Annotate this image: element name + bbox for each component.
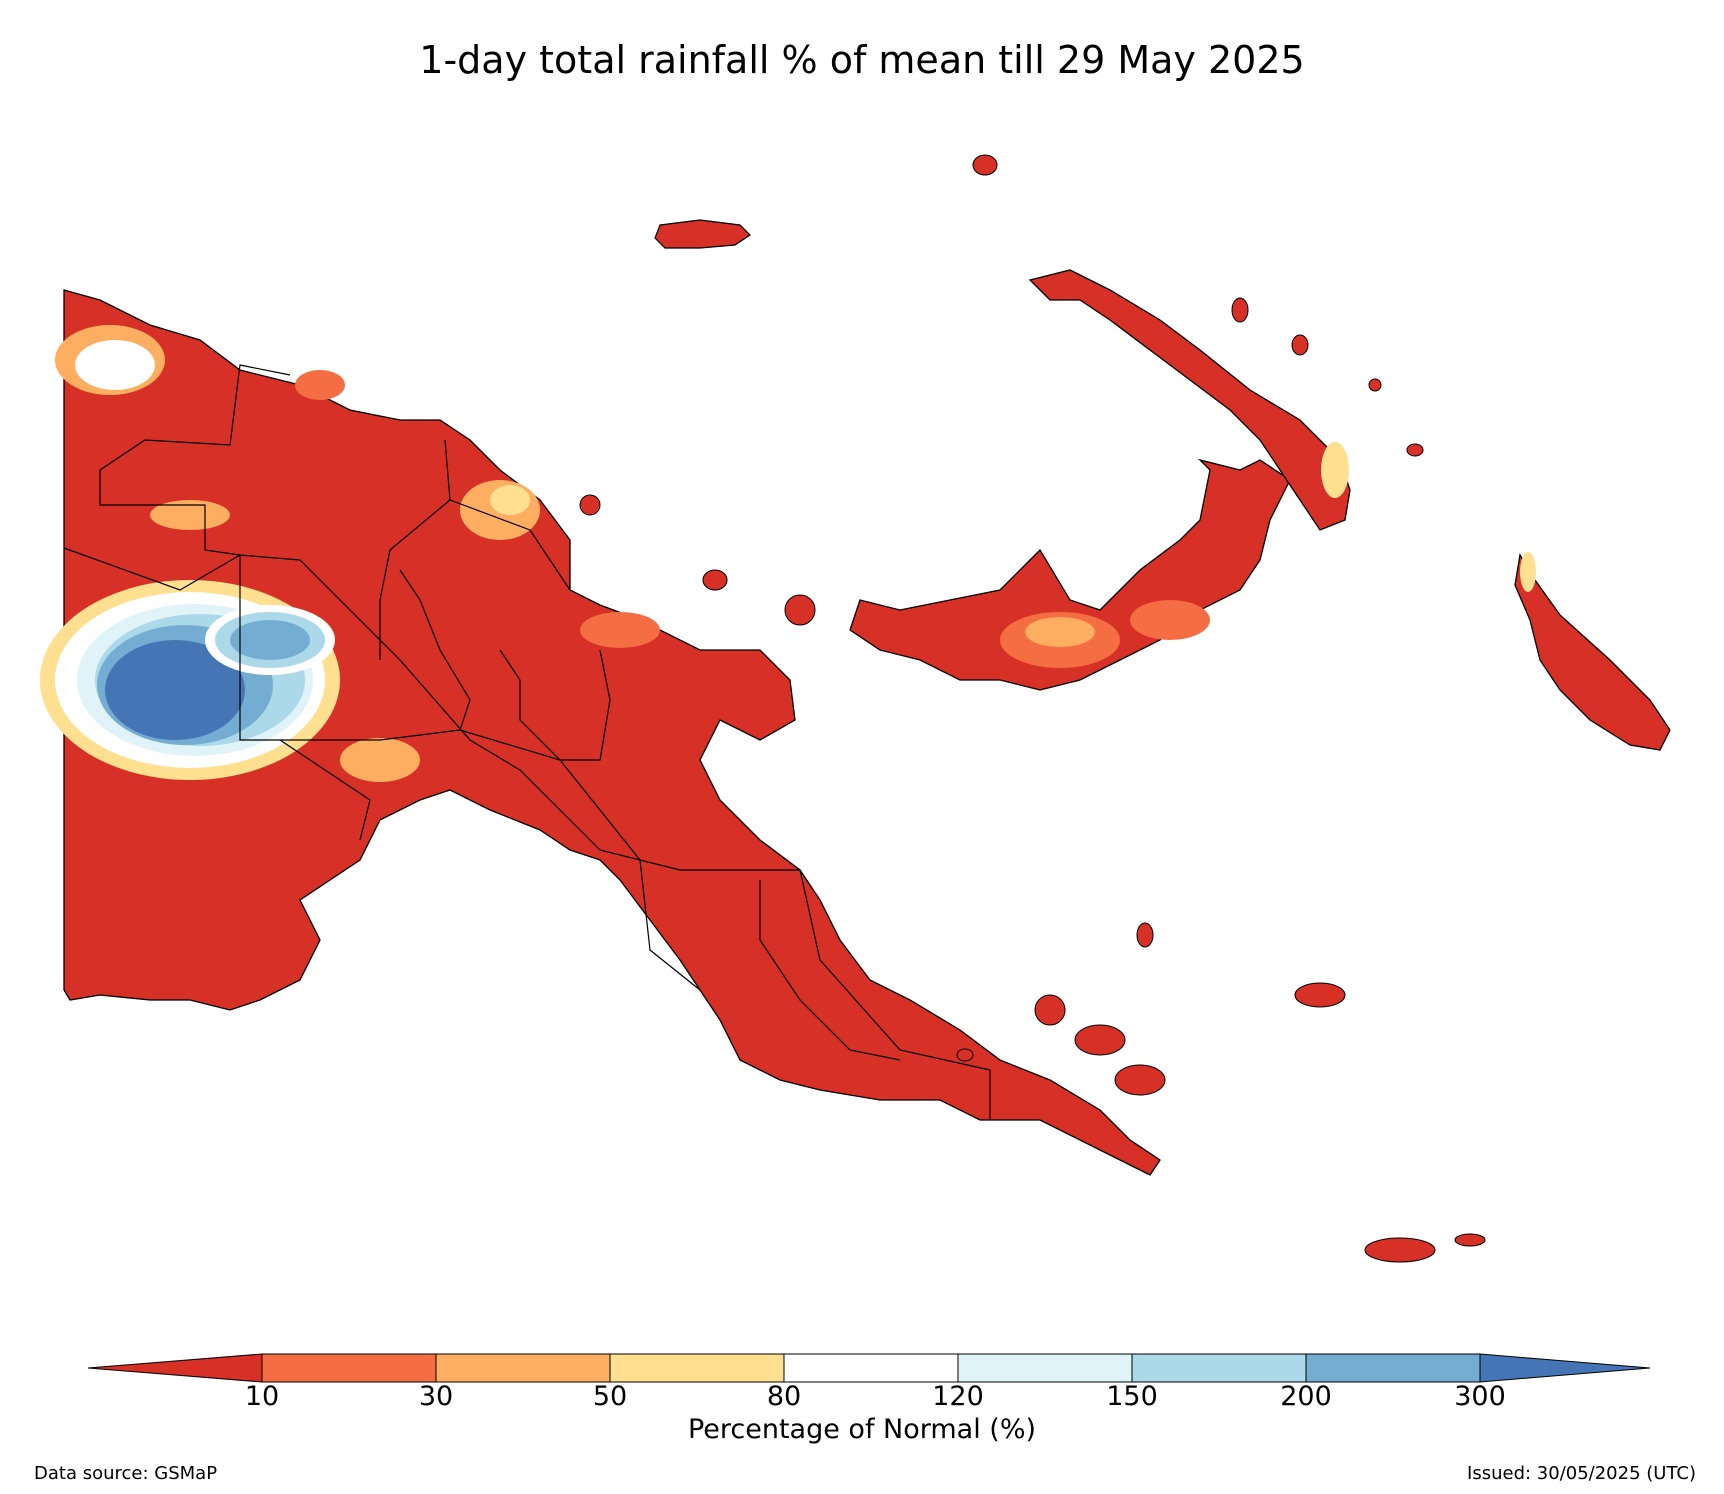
province-boundaries <box>63 364 991 1120</box>
manus-island <box>654 219 751 249</box>
legend-segment <box>435 1353 611 1383</box>
legend-segment <box>609 1353 785 1383</box>
legend-tick: 200 <box>1280 1381 1332 1412</box>
bougainville <box>1514 553 1671 751</box>
legend-segment <box>783 1353 959 1383</box>
new-britain-anomaly <box>1000 600 1210 668</box>
legend-tick: 10 <box>244 1381 280 1412</box>
legend-segment <box>1305 1353 1481 1383</box>
legend-tick: 50 <box>592 1381 628 1412</box>
legend-segment <box>1131 1353 1307 1383</box>
legend-colorbar <box>87 1353 1651 1383</box>
legend-arrow-low <box>87 1353 263 1383</box>
new-ireland-tip-anomaly <box>1321 442 1349 498</box>
legend-tick: 150 <box>1106 1381 1158 1412</box>
legend-tick: 80 <box>766 1381 802 1412</box>
map-title: 1-day total rainfall % of mean till 29 M… <box>419 38 1305 82</box>
issued-date: Issued: 30/05/2025 (UTC) <box>1467 1463 1696 1484</box>
legend-tick: 30 <box>418 1381 454 1412</box>
legend-segment <box>957 1353 1133 1383</box>
dry-anomaly-patches <box>55 325 660 782</box>
data-source-note: Data source: GSMaP <box>34 1463 218 1484</box>
new-britain <box>849 458 1291 691</box>
mainland-png <box>63 289 1161 1176</box>
legend-tick: 300 <box>1454 1381 1506 1412</box>
legend-segment <box>261 1353 437 1383</box>
bougainville-anomaly <box>1520 552 1536 592</box>
new-ireland <box>1028 269 1351 531</box>
small-islands <box>579 154 1486 1263</box>
legend-title: Percentage of Normal (%) <box>687 1414 1037 1445</box>
wet-anomaly-west <box>40 580 340 780</box>
legend-tick: 120 <box>932 1381 984 1412</box>
legend-arrow-high <box>1479 1353 1651 1383</box>
